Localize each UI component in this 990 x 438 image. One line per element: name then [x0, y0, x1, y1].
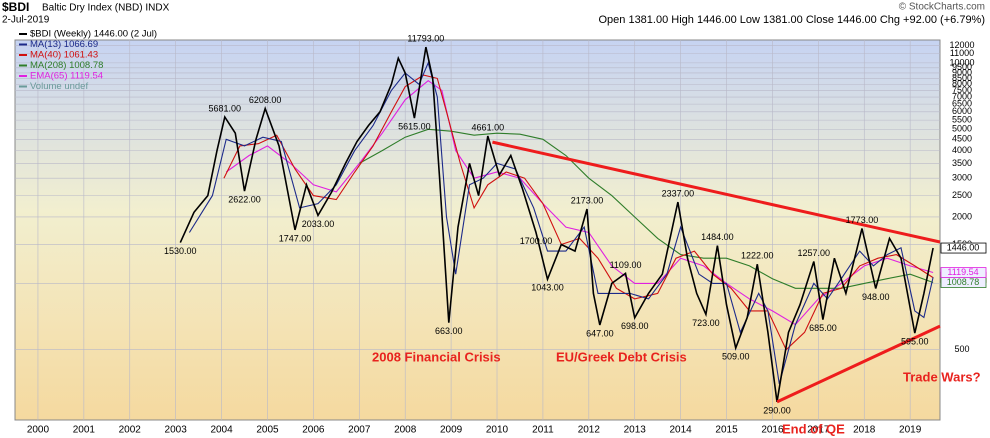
point-label: 11793.00 — [407, 33, 444, 43]
x-tick-label: 2012 — [578, 425, 601, 436]
y-tick-label: 5500 — [952, 115, 972, 125]
y-tick-label: 7500 — [952, 85, 972, 95]
point-label: 509.00 — [722, 351, 750, 361]
annotation: EU/Greek Debt Crisis — [556, 349, 687, 364]
point-label: 595.00 — [901, 336, 929, 346]
y-tick-label: 9000 — [952, 67, 972, 77]
x-tick-label: 2015 — [715, 425, 738, 436]
series-line — [179, 46, 934, 403]
point-label: 2622.00 — [228, 194, 261, 204]
point-label: 2173.00 — [571, 195, 604, 205]
point-label: 2033.00 — [302, 219, 335, 229]
point-label: 723.00 — [692, 318, 720, 328]
x-tick-label: 2001 — [73, 425, 96, 436]
trendline — [492, 140, 941, 244]
legend-label: MA(40) 1061.43 — [30, 50, 98, 61]
x-tick-label: 2016 — [761, 425, 784, 436]
trendline — [776, 324, 941, 404]
point-label: 647.00 — [586, 328, 614, 338]
series-line — [225, 80, 934, 326]
point-label: 1747.00 — [279, 233, 312, 243]
point-label: 1484.00 — [701, 232, 734, 242]
point-label: 1109.00 — [610, 260, 642, 270]
y-tick-label: 8000 — [952, 79, 972, 89]
y-tick-label: 12000 — [949, 40, 974, 50]
point-label: 698.00 — [621, 321, 649, 331]
symbol: $BDI — [2, 0, 29, 14]
x-tick-label: 2007 — [348, 425, 371, 436]
annotation: 2008 Financial Crisis — [372, 349, 501, 364]
y-tick-label: 4500 — [952, 134, 972, 144]
y-tick-label: 3000 — [952, 173, 972, 183]
legend-label: MA(13) 1066.69 — [30, 39, 98, 50]
point-label: 5615.00 — [398, 122, 431, 132]
y-tick-label: 7000 — [952, 91, 972, 101]
point-label: 1043.00 — [531, 283, 564, 293]
quote: Open 1381.00 High 1446.00 Low 1381.00 Cl… — [598, 14, 985, 26]
x-tick-label: 2005 — [256, 425, 279, 436]
y-tick-label: 500 — [954, 344, 969, 354]
x-tick-label: 2003 — [165, 425, 188, 436]
x-tick-label: 2009 — [440, 425, 463, 436]
annotation: Trade Wars? — [903, 369, 981, 384]
x-tick-label: 2006 — [302, 425, 325, 436]
last-value-label: 1008.78 — [947, 277, 980, 287]
last-value-label: 1119.54 — [947, 267, 978, 277]
point-label: 948.00 — [862, 292, 890, 302]
y-tick-label: 6500 — [952, 99, 972, 109]
y-tick-label: 6000 — [952, 106, 972, 116]
last-value-box — [940, 267, 987, 278]
x-tick-label: 2017 — [807, 425, 830, 436]
chart-title: Baltic Dry Index (NBD) INDX — [42, 3, 170, 14]
plot-area — [14, 39, 941, 421]
x-tick-label: 2018 — [853, 425, 876, 436]
x-tick-label: 2019 — [899, 425, 922, 436]
last-value-label: 1446.00 — [947, 242, 980, 252]
y-tick-label: 2000 — [952, 211, 972, 221]
point-label: 6208.00 — [249, 95, 282, 105]
y-tick-label: 2500 — [952, 190, 972, 200]
credit: © StockCharts.com — [899, 2, 985, 13]
x-tick-label: 2011 — [532, 425, 554, 436]
point-label: 1773.00 — [846, 215, 879, 225]
point-label: 2337.00 — [662, 188, 695, 198]
annotation: End of QE — [782, 421, 845, 436]
x-tick-label: 2010 — [486, 425, 509, 436]
legend-label: EMA(65) 1119.54 — [30, 71, 103, 82]
legend-label: Volume undef — [30, 81, 88, 92]
x-tick-label: 2002 — [119, 425, 142, 436]
point-label: 5681.00 — [209, 103, 242, 113]
x-tick-label: 2013 — [624, 425, 647, 436]
date: 2-Jul-2019 — [2, 15, 50, 26]
legend-label: MA(208) 1008.78 — [30, 60, 103, 71]
last-value-box — [940, 242, 987, 254]
y-tick-label: 4000 — [952, 145, 972, 155]
y-tick-label: 9500 — [952, 62, 972, 72]
y-tick-label: 11000 — [950, 48, 974, 58]
legend-label: $BDI (Weekly) 1446.00 (2 Jul) — [30, 29, 157, 40]
y-tick-label: 5000 — [952, 124, 972, 134]
series-line — [359, 128, 934, 289]
x-tick-label: 2000 — [27, 425, 50, 436]
point-label: 1222.00 — [741, 251, 774, 261]
y-tick-label: 3500 — [952, 158, 972, 168]
x-tick-label: 2008 — [394, 425, 417, 436]
y-tick-label: 10000 — [949, 57, 974, 67]
overlay: 5001000150020002500300035004000450050005… — [19, 29, 987, 436]
point-label: 1257.00 — [797, 248, 830, 258]
point-label: 1530.00 — [164, 246, 197, 256]
point-label: 1700.00 — [520, 236, 553, 246]
point-label: 4661.00 — [472, 122, 505, 132]
point-label: 290.00 — [763, 405, 791, 415]
x-tick-label: 2004 — [210, 425, 233, 436]
x-tick-label: 2014 — [670, 425, 693, 436]
plot — [179, 46, 934, 403]
y-tick-label: 8500 — [952, 73, 972, 83]
point-label: 685.00 — [809, 323, 837, 333]
series-line — [188, 61, 934, 385]
point-label: 663.00 — [435, 326, 463, 336]
